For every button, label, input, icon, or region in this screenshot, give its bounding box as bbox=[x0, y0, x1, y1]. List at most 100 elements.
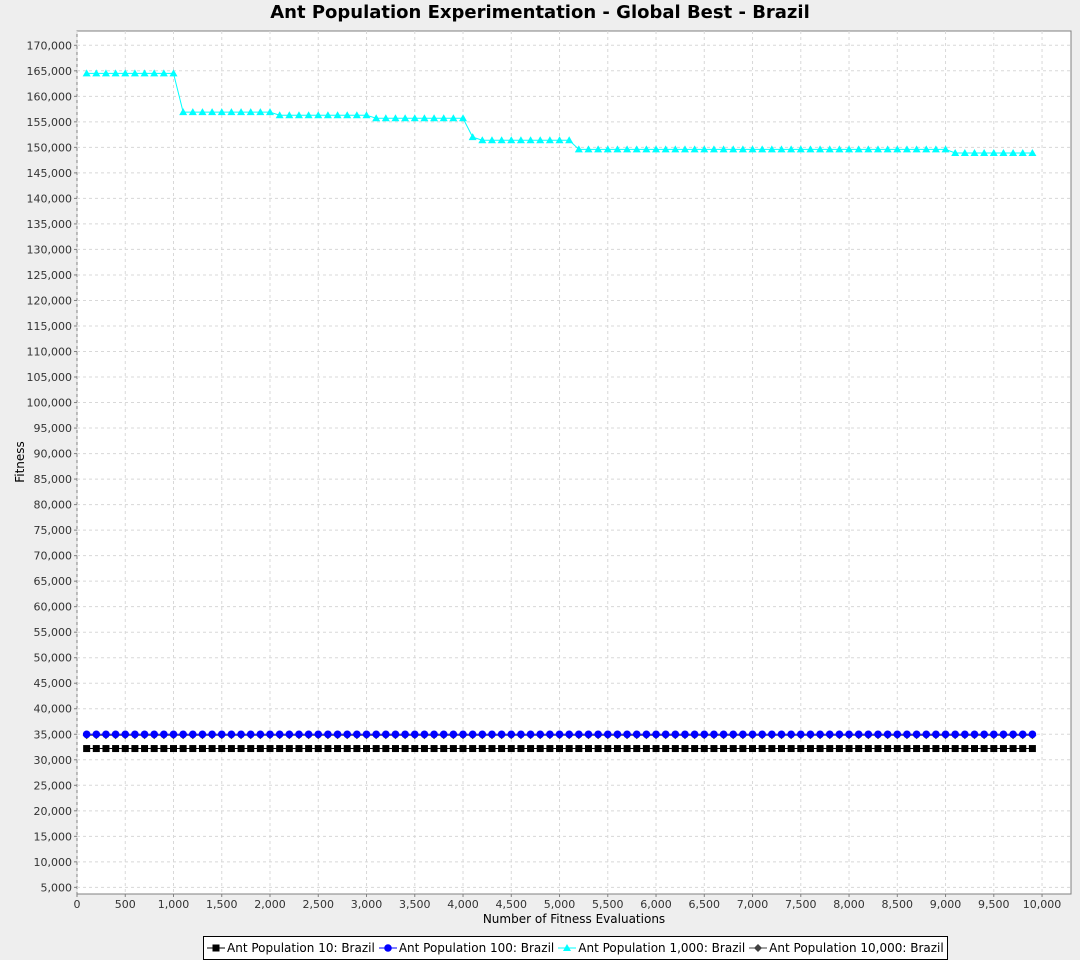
data-point-triangle bbox=[893, 145, 902, 153]
x-axis-label: Number of Fitness Evaluations bbox=[483, 912, 665, 926]
data-point-triangle bbox=[478, 136, 487, 144]
y-tick-label: 115,000 bbox=[27, 320, 73, 333]
data-point-triangle bbox=[902, 145, 911, 153]
series-2 bbox=[82, 730, 1037, 739]
data-point-triangle bbox=[333, 111, 342, 119]
data-point-square bbox=[527, 745, 535, 753]
data-point-circle bbox=[304, 730, 313, 739]
data-point-circle bbox=[970, 730, 979, 739]
data-point-square bbox=[112, 745, 120, 753]
data-point-triangle bbox=[449, 114, 458, 122]
data-point-circle bbox=[758, 730, 766, 739]
y-tick-label: 160,000 bbox=[27, 90, 73, 103]
data-point-triangle bbox=[401, 114, 410, 122]
data-point-triangle bbox=[227, 108, 236, 116]
data-point-triangle bbox=[748, 145, 757, 153]
data-point-circle bbox=[536, 730, 545, 739]
data-point-square bbox=[633, 745, 641, 753]
data-point-triangle bbox=[845, 145, 854, 153]
data-point-square bbox=[855, 745, 863, 753]
data-point-triangle bbox=[198, 108, 207, 116]
data-point-square bbox=[314, 745, 322, 753]
data-point-circle bbox=[217, 730, 226, 739]
data-point-triangle bbox=[738, 145, 747, 153]
y-axis-label: Fitness bbox=[13, 441, 27, 483]
data-point-circle bbox=[729, 730, 738, 739]
y-tick-label: 155,000 bbox=[27, 116, 73, 129]
data-point-circle bbox=[295, 730, 303, 739]
data-point-triangle bbox=[680, 145, 689, 153]
data-point-square bbox=[353, 745, 361, 753]
data-point-triangle bbox=[459, 114, 468, 122]
y-tick-label: 95,000 bbox=[34, 422, 73, 435]
data-point-triangle bbox=[777, 145, 786, 153]
data-point-triangle bbox=[343, 111, 352, 119]
data-point-square bbox=[980, 745, 988, 753]
y-tick-label: 25,000 bbox=[34, 779, 73, 792]
data-point-square bbox=[729, 745, 737, 753]
data-point-circle bbox=[1009, 730, 1017, 739]
data-point-triangle bbox=[931, 145, 940, 153]
data-point-circle bbox=[92, 730, 101, 739]
legend-item: Ant Population 1,000: Brazil bbox=[558, 941, 745, 955]
data-point-square bbox=[227, 745, 235, 753]
data-point-triangle bbox=[468, 133, 477, 141]
data-point-circle bbox=[420, 730, 429, 739]
data-point-triangle bbox=[439, 114, 448, 122]
data-point-square bbox=[247, 745, 255, 753]
data-point-circle bbox=[526, 730, 535, 739]
data-point-circle bbox=[150, 730, 159, 739]
data-point-circle bbox=[266, 730, 274, 739]
data-point-circle bbox=[661, 730, 670, 739]
data-point-square bbox=[498, 745, 506, 753]
legend-swatch bbox=[378, 944, 397, 952]
y-tick-label: 45,000 bbox=[34, 677, 73, 690]
data-point-triangle bbox=[652, 145, 661, 153]
x-tick-label: 9,000 bbox=[930, 898, 962, 911]
data-point-triangle bbox=[574, 145, 583, 153]
data-point-triangle bbox=[806, 145, 815, 153]
y-tick-label: 170,000 bbox=[27, 39, 73, 52]
data-point-triangle bbox=[980, 148, 989, 156]
y-tick-label: 140,000 bbox=[27, 192, 73, 205]
x-axis-ticks: 0 500 1,000 1,500 2,000 2,500 3,000 3,500 4,000 4… bbox=[74, 894, 1061, 911]
y-tick-label: 90,000 bbox=[34, 448, 73, 461]
data-point-square bbox=[575, 745, 583, 753]
data-point-triangle bbox=[140, 69, 149, 77]
data-point-circle bbox=[584, 730, 593, 739]
data-point-triangle bbox=[825, 145, 834, 153]
data-point-triangle bbox=[854, 145, 863, 153]
data-point-square bbox=[874, 745, 882, 753]
data-point-square bbox=[642, 745, 650, 753]
data-point-circle bbox=[160, 730, 168, 739]
data-point-circle bbox=[883, 730, 892, 739]
data-point-circle bbox=[922, 730, 931, 739]
data-point-circle bbox=[594, 730, 602, 739]
data-point-triangle bbox=[391, 114, 400, 122]
y-tick-label: 150,000 bbox=[27, 141, 73, 154]
data-point-square bbox=[961, 745, 969, 753]
data-point-square bbox=[826, 745, 834, 753]
data-point-circle bbox=[111, 730, 120, 739]
data-point-circle bbox=[546, 730, 554, 739]
x-tick-label: 1,500 bbox=[206, 898, 238, 911]
data-point-square bbox=[295, 745, 303, 753]
data-point-triangle bbox=[787, 145, 796, 153]
data-point-circle bbox=[787, 730, 795, 739]
data-point-circle bbox=[864, 730, 873, 739]
data-point-circle bbox=[632, 730, 641, 739]
data-point-triangle bbox=[584, 145, 593, 153]
data-point-triangle bbox=[526, 136, 535, 144]
data-point-triangle bbox=[121, 69, 130, 77]
legend-item: Ant Population 10,000: Brazil bbox=[749, 941, 944, 955]
data-point-circle bbox=[613, 730, 622, 739]
data-point-circle bbox=[140, 730, 149, 739]
data-point-triangle bbox=[101, 69, 110, 77]
data-point-triangle bbox=[729, 145, 738, 153]
data-point-square bbox=[835, 745, 843, 753]
data-point-circle bbox=[671, 730, 680, 739]
data-point-circle bbox=[179, 730, 187, 739]
data-point-square bbox=[1009, 745, 1017, 753]
x-tick-label: 5,500 bbox=[592, 898, 624, 911]
